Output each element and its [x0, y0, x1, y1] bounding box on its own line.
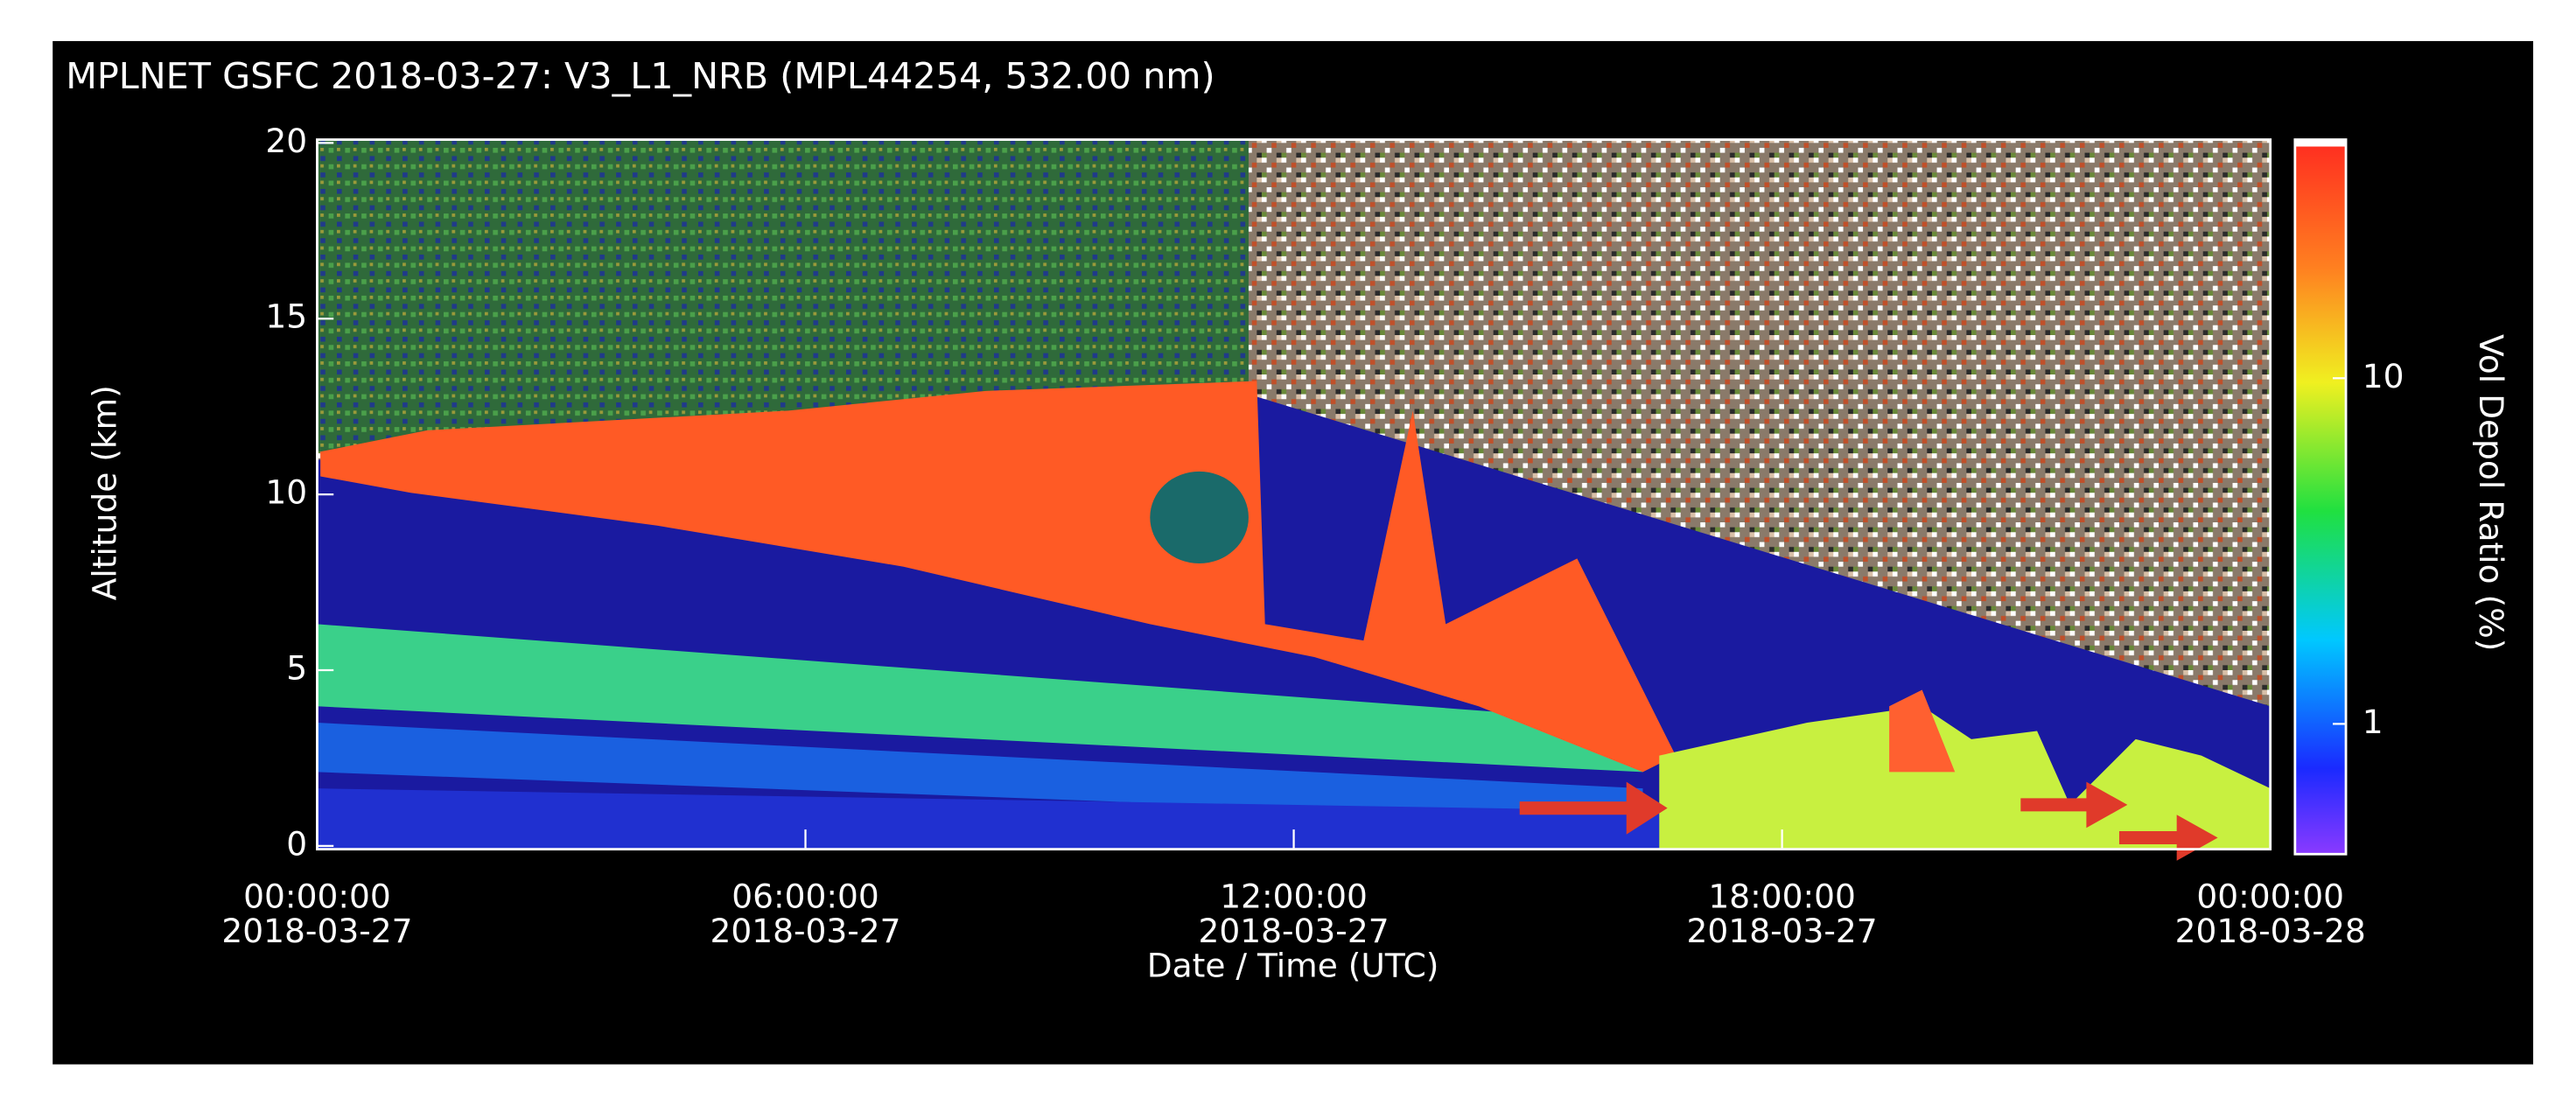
x-tick-label: 18:00:00: [1708, 877, 1856, 915]
x-tick-label: 00:00:00: [243, 877, 391, 915]
y-tick-label: 15: [265, 297, 307, 336]
x-tick-date: 2018-03-27: [1687, 912, 1878, 950]
x-axis-label: Date / Time (UTC): [1147, 946, 1439, 984]
x-tick-label: 06:00:00: [732, 877, 879, 915]
x-tick-date: 2018-03-27: [1199, 912, 1390, 950]
heatmap-image: [317, 139, 2271, 850]
x-tick-date: 2018-03-27: [710, 912, 900, 950]
colorbar-tick-label: 1: [2362, 703, 2384, 741]
x-tick-date: 2018-03-28: [2175, 912, 2366, 950]
y-tick-label: 10: [265, 473, 307, 512]
colorbar: [2293, 138, 2348, 856]
chart-title: MPLNET GSFC 2018-03-27: V3_L1_NRB (MPL44…: [66, 55, 1214, 97]
x-tick-label: 12:00:00: [1220, 877, 1368, 915]
y-tick-label: 5: [286, 648, 307, 687]
y-tick-label: 0: [286, 824, 307, 863]
y-tick-label: 20: [265, 122, 307, 160]
colorbar-label: Vol Depol Ratio (%): [2472, 334, 2510, 651]
y-axis-label: Altitude (km): [86, 385, 124, 600]
colorbar-tick-label: 10: [2362, 357, 2404, 395]
x-tick-date: 2018-03-27: [221, 912, 412, 950]
x-tick-label: 00:00:00: [2196, 877, 2344, 915]
